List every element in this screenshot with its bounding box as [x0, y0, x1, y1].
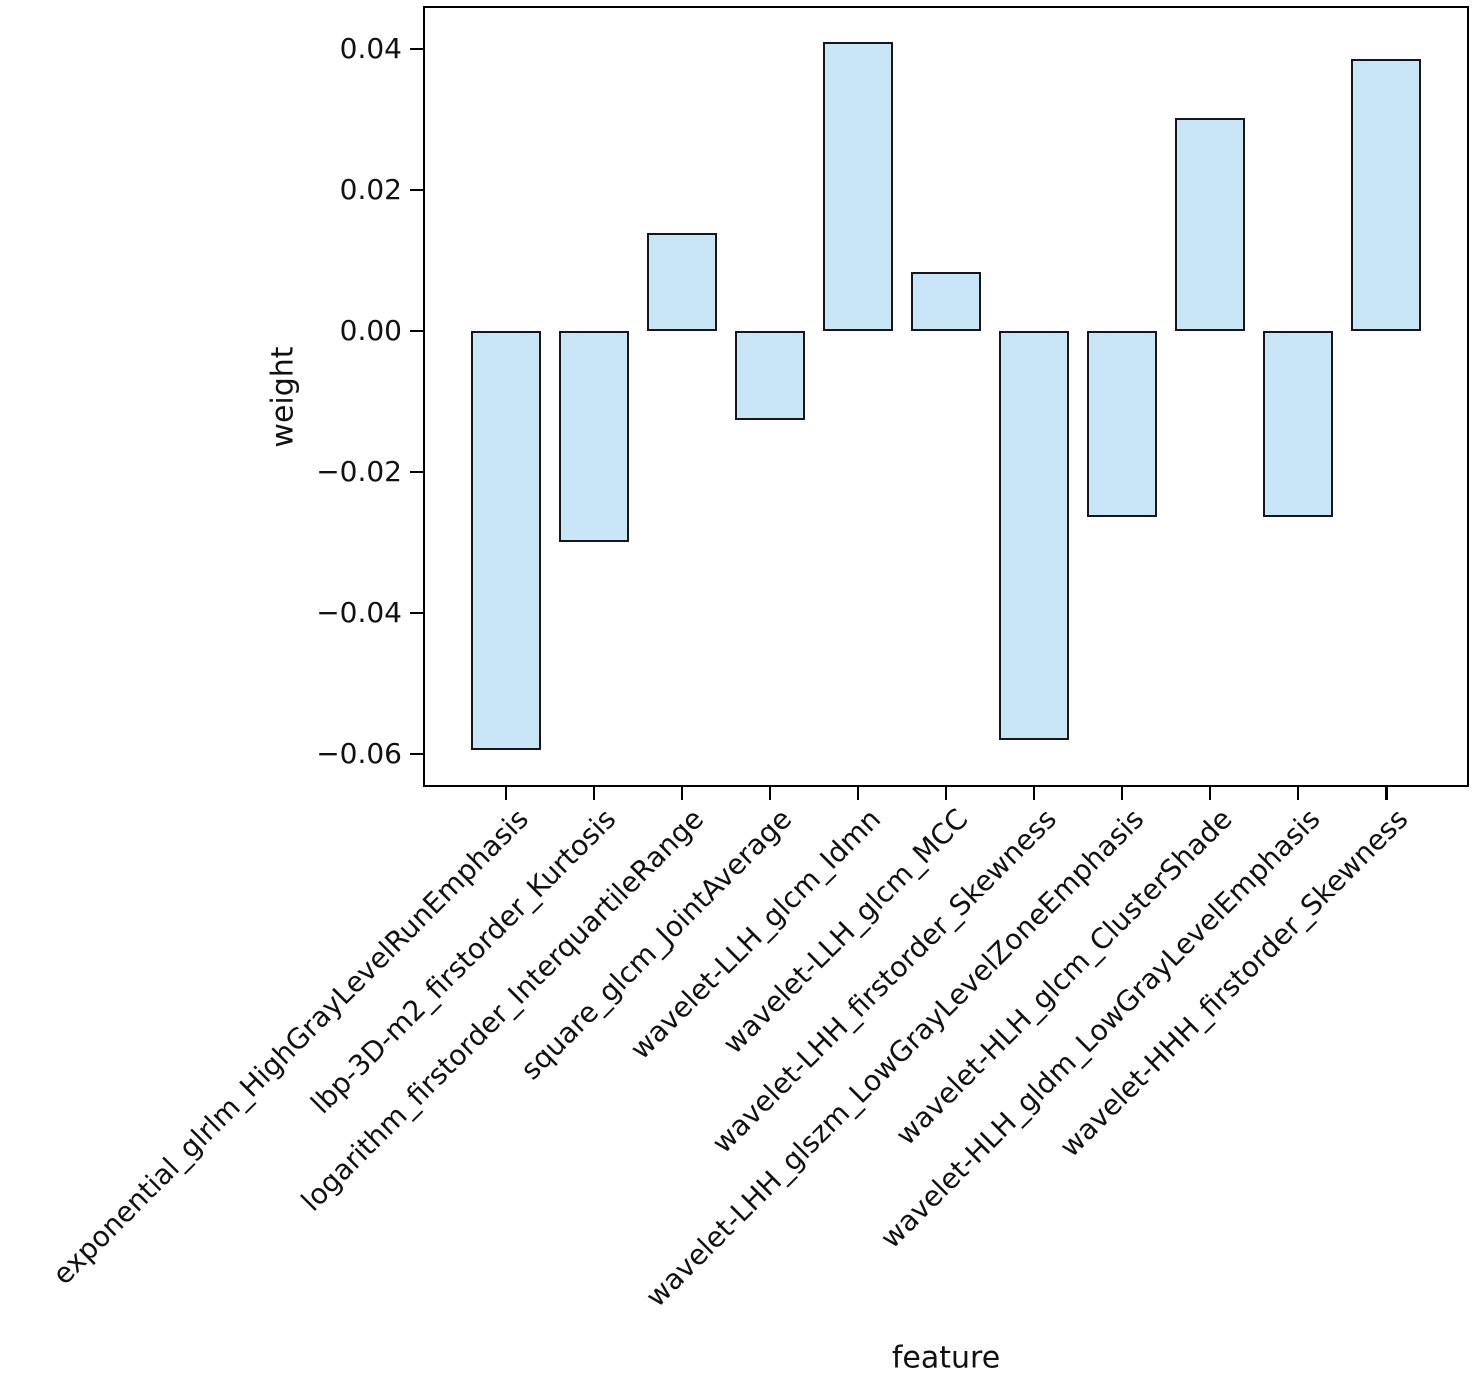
y-tick-mark	[410, 470, 423, 474]
bar-6	[998, 330, 1070, 740]
bar-4	[822, 41, 894, 331]
bar-0	[470, 330, 541, 750]
y-tick-label: −0.06	[316, 736, 402, 770]
y-tick-label: 0.02	[339, 173, 402, 206]
y-tick-mark	[410, 188, 423, 192]
y-tick-mark	[410, 752, 423, 756]
x-tick-mark	[1296, 787, 1300, 800]
x-tick-mark	[504, 787, 507, 800]
bar-10	[1351, 58, 1422, 331]
y-tick-mark	[410, 47, 423, 51]
x-tick-mark	[680, 787, 684, 800]
x-tick-label: logarithm_firstorder_InterquartileRange	[295, 802, 711, 1218]
x-tick-mark	[1385, 787, 1388, 800]
bar-8	[1174, 118, 1246, 331]
x-tick-mark	[856, 787, 860, 800]
y-tick-label: −0.02	[316, 454, 402, 488]
bar-3	[734, 330, 806, 420]
y-tick-mark	[410, 611, 423, 615]
x-axis-title: feature	[891, 1340, 1001, 1376]
x-tick-mark	[592, 787, 596, 800]
x-tick-mark	[1120, 787, 1124, 800]
y-axis-title: weight	[265, 346, 301, 448]
plot-area	[423, 6, 1469, 787]
bar-5	[910, 271, 982, 331]
x-tick-mark	[1032, 787, 1036, 800]
bar-2	[646, 233, 717, 331]
bar-7	[1086, 330, 1158, 517]
x-tick-mark	[944, 787, 948, 800]
x-tick-mark	[768, 787, 772, 800]
y-tick-mark	[410, 329, 423, 333]
bar-1	[558, 330, 629, 542]
x-tick-mark	[1208, 787, 1212, 800]
y-tick-label: 0.04	[339, 32, 402, 65]
y-tick-label: 0.00	[339, 313, 402, 347]
bar-9	[1263, 330, 1334, 517]
y-tick-label: −0.04	[316, 595, 402, 629]
